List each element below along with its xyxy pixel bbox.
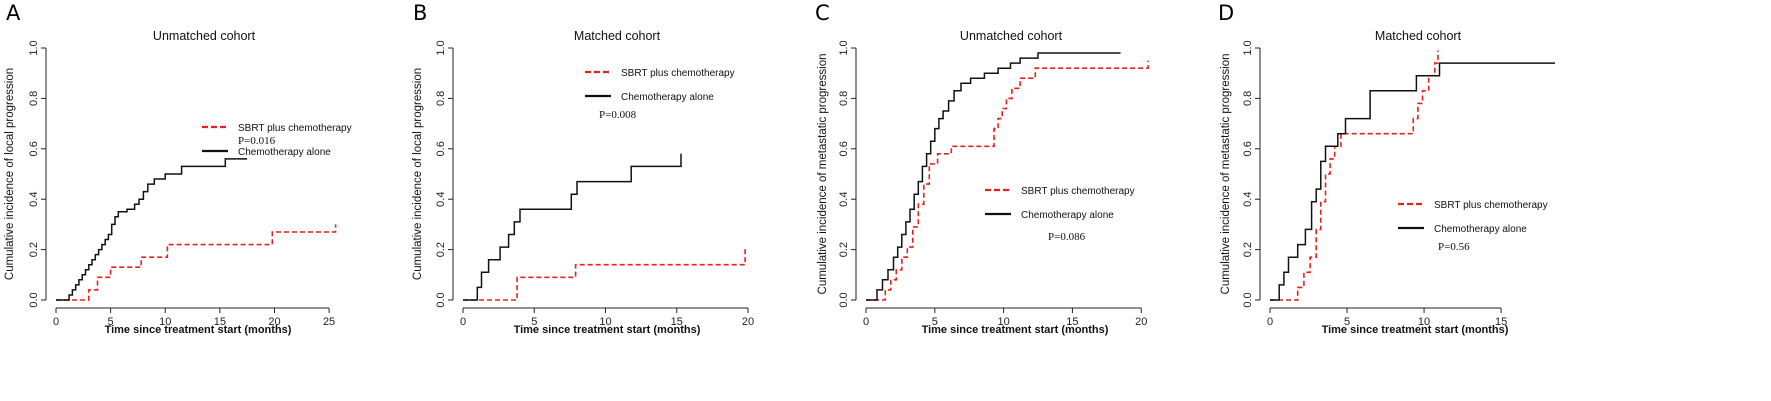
x-tick-label: 15 <box>1066 316 1078 328</box>
panel-d: D Matched cohort Time since treatment st… <box>1218 1 1555 336</box>
x-tick-label: 5 <box>1344 316 1350 328</box>
x-tick-label: 5 <box>932 316 938 328</box>
x-tick-label: 20 <box>1135 316 1147 328</box>
y-tick-label: 1.0 <box>838 40 850 55</box>
x-tick-label: 25 <box>323 316 335 328</box>
x-tick-label: 5 <box>108 316 114 328</box>
x-tick-label: 15 <box>1495 316 1507 328</box>
legend-label: Chemotherapy alone <box>238 147 331 158</box>
series-sbrt-line <box>56 224 337 301</box>
p-value-annotation: P=0.56 <box>1438 241 1470 253</box>
x-axis-label: Time since treatment start (months) <box>922 324 1109 336</box>
legend-label: Chemotherapy alone <box>1434 224 1527 235</box>
y-tick-label: 0.2 <box>28 242 40 257</box>
y-tick-label: 0.6 <box>838 141 850 156</box>
panel-b: B Matched cohort Time since treatment st… <box>412 1 754 336</box>
y-axis-label: Cumulative incidence of metastatic progr… <box>1220 54 1232 295</box>
series-sbrt-line <box>463 247 746 301</box>
y-tick-label: 0.2 <box>435 242 447 257</box>
y-axis-label: Cumulative incidence of local progressio… <box>4 68 16 280</box>
panel-label: A <box>6 1 21 25</box>
x-tick-label: 15 <box>671 316 683 328</box>
panel-label: D <box>1218 1 1234 25</box>
series-chemo-line <box>463 153 682 301</box>
x-tick-label: 5 <box>531 316 537 328</box>
y-tick-label: 0.8 <box>1242 91 1254 106</box>
series-sbrt-line <box>1270 50 1439 301</box>
y-tick-label: 0.4 <box>435 192 447 207</box>
legend-label: SBRT plus chemotherapy <box>1021 186 1135 197</box>
legend-label: SBRT plus chemotherapy <box>621 68 735 79</box>
series-chemo-line <box>56 158 248 301</box>
x-tick-label: 15 <box>214 316 226 328</box>
x-axis-label: Time since treatment start (months) <box>514 324 701 336</box>
x-tick-label: 0 <box>863 316 869 328</box>
panel-title: Unmatched cohort <box>153 29 256 43</box>
x-tick-label: 0 <box>460 316 466 328</box>
y-tick-label: 0.6 <box>28 141 40 156</box>
x-tick-label: 10 <box>159 316 171 328</box>
y-tick-label: 0.8 <box>838 91 850 106</box>
legend-label: Chemotherapy alone <box>621 92 714 103</box>
panel-label: C <box>815 1 830 25</box>
x-tick-label: 10 <box>599 316 611 328</box>
panel-title: Matched cohort <box>1375 29 1462 43</box>
x-tick-label: 0 <box>53 316 59 328</box>
y-tick-label: 0.8 <box>435 91 447 106</box>
y-tick-label: 0.0 <box>28 292 40 307</box>
panel-label: B <box>413 1 427 25</box>
y-tick-label: 0.0 <box>1242 292 1254 307</box>
x-axis-label: Time since treatment start (months) <box>105 324 292 336</box>
p-value-annotation: P=0.086 <box>1048 231 1086 243</box>
panel-a: A Unmatched cohort Time since treatment … <box>4 1 352 336</box>
p-value-annotation: P=0.016 <box>238 135 276 147</box>
y-tick-label: 0.4 <box>838 192 850 207</box>
y-tick-label: 0.4 <box>28 192 40 207</box>
x-tick-label: 10 <box>1418 316 1430 328</box>
y-tick-label: 0.6 <box>435 141 447 156</box>
y-tick-label: 1.0 <box>435 40 447 55</box>
series-sbrt-line <box>866 60 1149 301</box>
y-tick-label: 0.2 <box>1242 242 1254 257</box>
y-tick-label: 0.8 <box>28 91 40 106</box>
series-chemo-line <box>1270 62 1555 301</box>
y-tick-label: 0.0 <box>435 292 447 307</box>
legend-label: SBRT plus chemotherapy <box>1434 200 1548 211</box>
panel-title: Unmatched cohort <box>960 29 1063 43</box>
x-tick-label: 0 <box>1267 316 1273 328</box>
panel-title: Matched cohort <box>574 29 661 43</box>
y-axis-label: Cumulative incidence of metastatic progr… <box>817 54 829 295</box>
p-value-annotation: P=0.008 <box>599 109 637 121</box>
y-tick-label: 0.6 <box>1242 141 1254 156</box>
y-tick-label: 1.0 <box>1242 40 1254 55</box>
panel-c: C Unmatched cohort Time since treatment … <box>815 1 1149 336</box>
y-tick-label: 0.0 <box>838 292 850 307</box>
y-tick-label: 1.0 <box>28 40 40 55</box>
y-axis-label: Cumulative incidence of local progressio… <box>412 68 424 280</box>
y-tick-label: 0.4 <box>1242 192 1254 207</box>
series-chemo-line <box>866 52 1121 301</box>
x-tick-label: 10 <box>997 316 1009 328</box>
legend-label: SBRT plus chemotherapy <box>238 123 352 134</box>
x-tick-label: 20 <box>268 316 280 328</box>
x-axis-label: Time since treatment start (months) <box>1322 324 1509 336</box>
legend-label: Chemotherapy alone <box>1021 210 1114 221</box>
x-tick-label: 20 <box>742 316 754 328</box>
y-tick-label: 0.2 <box>838 242 850 257</box>
